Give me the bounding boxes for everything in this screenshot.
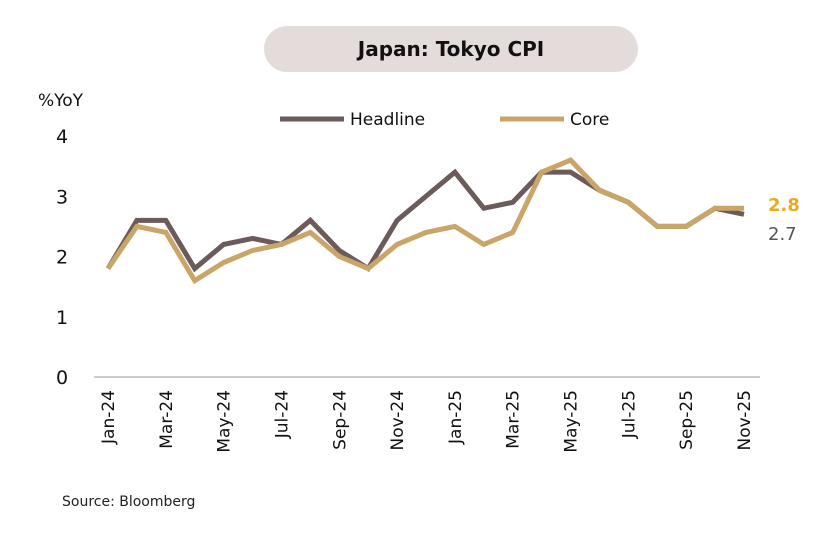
- x-tick-label: Mar-25: [504, 390, 524, 449]
- x-tick-label: Mar-24: [157, 390, 177, 449]
- x-tick-label: Jul-25: [619, 390, 639, 439]
- legend-label-headline: Headline: [350, 110, 425, 130]
- y-tick-label: 0: [56, 367, 68, 389]
- end-label-headline: 2.7: [768, 224, 797, 245]
- x-tick-label: Sep-25: [677, 390, 697, 450]
- end-label-core: 2.8: [768, 195, 800, 216]
- y-tick-label: 2: [56, 247, 68, 269]
- y-tick-label: 3: [56, 186, 68, 208]
- x-tick-label: Jan-24: [99, 390, 119, 445]
- x-tick-label: Jan-25: [446, 390, 466, 445]
- y-axis-label: %YoY: [38, 91, 84, 111]
- x-tick-label: Nov-25: [735, 390, 755, 451]
- x-tick-label: Jul-24: [272, 390, 292, 439]
- source-note: Source: Bloomberg: [62, 494, 196, 510]
- series-line-core: [105, 157, 744, 285]
- chart-title: Japan: Tokyo CPI: [264, 26, 638, 72]
- y-tick-label: 1: [56, 307, 68, 329]
- x-tick-label: May-25: [562, 390, 582, 453]
- x-tick-label: Nov-24: [388, 390, 408, 451]
- legend-label-core: Core: [570, 110, 609, 130]
- x-tick-label: Sep-24: [330, 390, 350, 450]
- x-tick-label: May-24: [215, 390, 235, 453]
- y-tick-label: 4: [56, 126, 68, 148]
